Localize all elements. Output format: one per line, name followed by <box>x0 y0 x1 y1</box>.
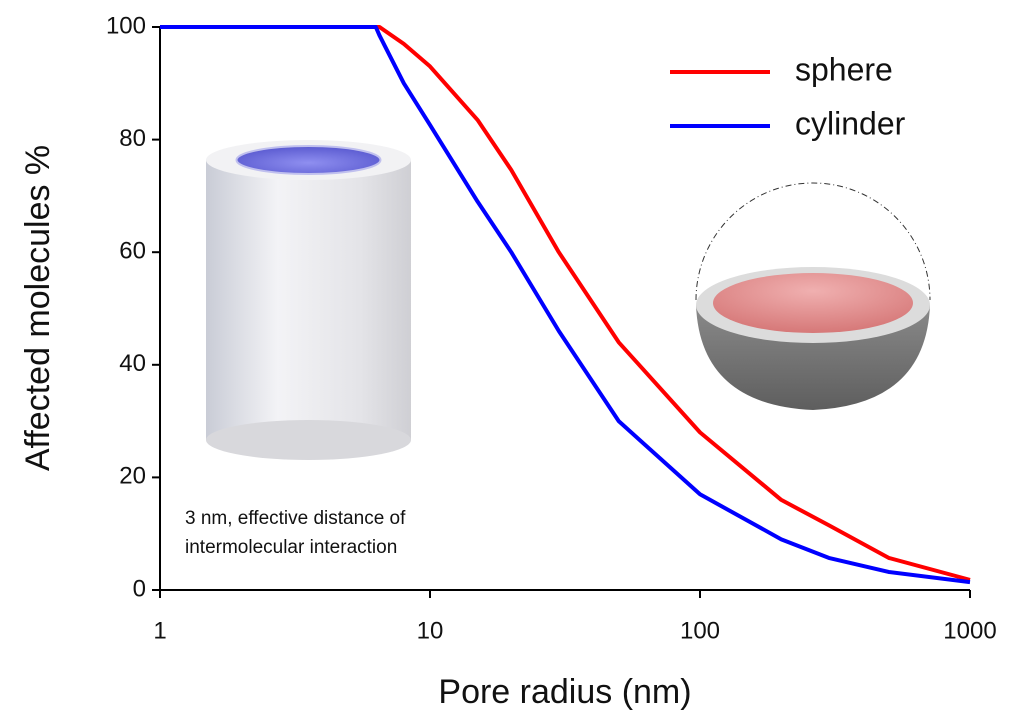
x-axis-title: Pore radius (nm) <box>438 673 691 711</box>
x-tick-label: 1000 <box>943 617 996 644</box>
annotation: intermolecular interaction <box>185 537 397 558</box>
sphere-illustration <box>695 182 931 410</box>
x-tick-label: 10 <box>417 617 444 644</box>
annotation: 3 nm, effective distance of <box>185 508 406 529</box>
y-tick-label: 100 <box>106 12 146 39</box>
y-tick-label: 60 <box>119 238 146 265</box>
series-line <box>160 25 971 582</box>
legend-label: cylinder <box>795 105 906 141</box>
x-tick-label: 100 <box>680 617 720 644</box>
series-line <box>160 25 971 585</box>
y-tick-label: 20 <box>119 463 146 490</box>
cylinder-illustration <box>206 140 411 460</box>
legend-label: sphere <box>795 51 893 87</box>
axes <box>159 27 970 591</box>
y-tick-label: 0 <box>133 575 146 602</box>
y-tick-label: 80 <box>119 125 146 152</box>
y-tick-label: 40 <box>119 350 146 377</box>
x-tick-label: 1 <box>153 617 166 644</box>
y-axis-title: Affected molecules % <box>19 145 57 471</box>
